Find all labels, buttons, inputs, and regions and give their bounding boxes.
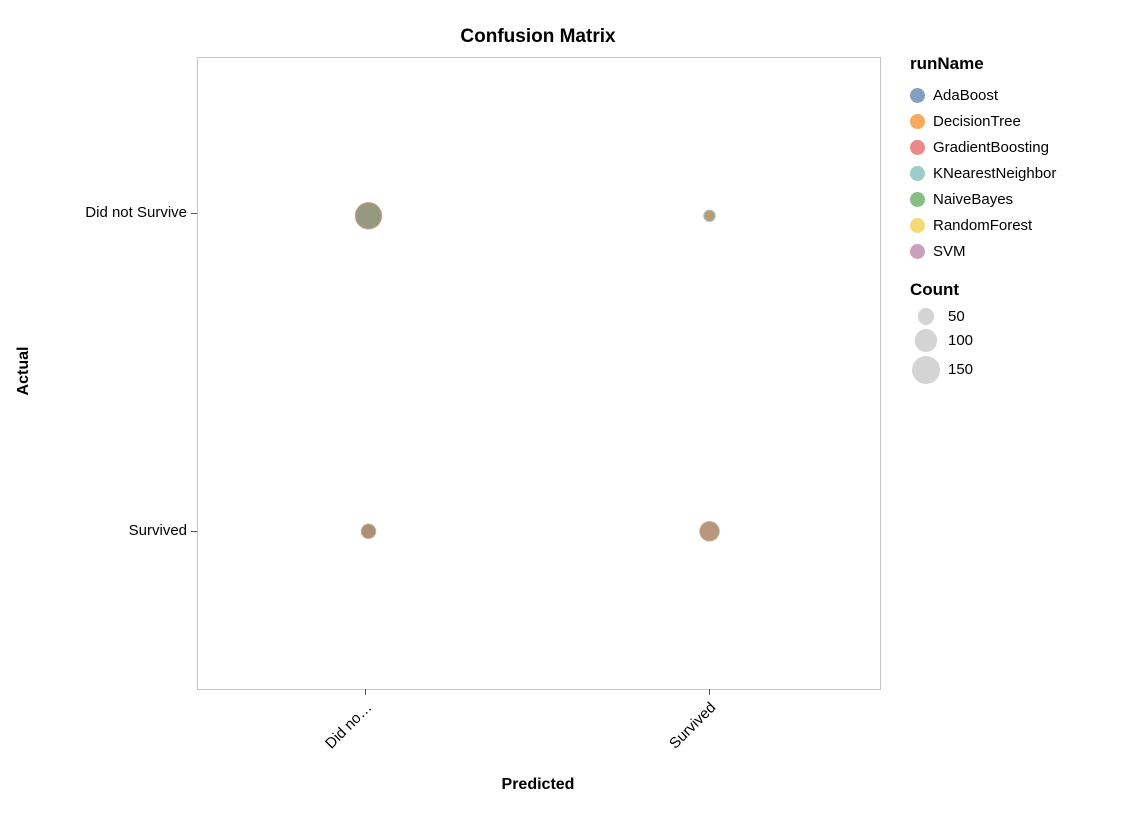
x-tick-mark-did-not-survive	[365, 689, 366, 695]
bubble-RandomForest	[361, 524, 376, 539]
count-item-label: 50	[948, 308, 965, 325]
legend-swatch-icon	[910, 243, 925, 259]
legend-item-SVM: SVM	[910, 238, 1132, 264]
y-tick-mark-survived	[191, 531, 197, 532]
x-axis-title: Predicted	[501, 776, 575, 793]
legend: runName AdaBoost DecisionTree GradientBoos…	[910, 54, 1132, 388]
bubble-plot-svg	[354, 201, 720, 542]
chart-title: Confusion Matrix	[460, 26, 616, 47]
bubble-NaiveBayes	[356, 203, 381, 229]
legend-swatch-icon	[910, 191, 925, 207]
count-swatch-icon	[917, 308, 935, 325]
bubble-KNearestNeighbor	[360, 523, 377, 539]
count-swatch-wrap	[910, 329, 942, 352]
legend-item-DecisionTree: DecisionTree	[910, 108, 1132, 134]
count-legend-item-100: 100	[910, 329, 1132, 352]
legend-item-RandomForest: RandomForest	[910, 212, 1132, 238]
bubble-DecisionTree	[706, 212, 713, 220]
bubble-SVM	[360, 523, 377, 540]
legend-item-label: AdaBoost	[933, 86, 999, 104]
legend-item-label: GradientBoosting	[933, 138, 1049, 156]
legend-item-KNearestNeighbor: KNearestNeighbor	[910, 160, 1132, 186]
count-swatch-wrap	[910, 355, 942, 384]
legend-item-NaiveBayes: NaiveBayes	[910, 186, 1132, 212]
legend-item-label: RandomForest	[933, 216, 1033, 234]
x-tick-mark-survived	[709, 689, 710, 695]
y-tick-mark-did-not-survive	[191, 213, 197, 214]
count-legend-item-50: 50	[910, 308, 1132, 325]
bubble-DecisionTree	[354, 201, 383, 230]
bubble-AdaBoost	[354, 202, 383, 230]
bubble-RandomForest	[354, 202, 383, 230]
legend-swatch-icon	[910, 217, 925, 233]
legend-count-items: 50 100 150	[910, 308, 1132, 384]
bubble-GradientBoosting	[355, 202, 382, 230]
legend-item-label: DecisionTree	[933, 112, 1021, 130]
bubble-RandomForest	[705, 211, 714, 220]
bubble-AdaBoost	[361, 524, 376, 539]
legend-runname-title: runName	[910, 54, 984, 73]
bubble-GradientBoosting	[361, 524, 376, 538]
bubble-NaiveBayes	[703, 209, 716, 222]
x-tick-label-did-not-survive: Did no…	[321, 699, 376, 753]
bubble-SVM	[700, 522, 719, 541]
y-axis-title: Actual	[15, 346, 32, 396]
bubble-DecisionTree	[700, 522, 719, 541]
legend-count-title: Count	[910, 280, 960, 299]
bubble-RandomForest	[699, 521, 720, 542]
bubble-GradientBoosting	[699, 521, 720, 542]
count-item-label: 150	[948, 361, 974, 379]
bubble-AdaBoost	[704, 211, 715, 221]
count-item-label: 100	[948, 331, 974, 349]
count-swatch-icon	[912, 355, 940, 384]
bubble-SVM	[355, 202, 382, 229]
y-tick-label-survived: Survived	[128, 522, 187, 539]
plot-area	[197, 57, 881, 690]
count-swatch-icon	[914, 329, 938, 352]
legend-swatch-icon	[910, 165, 925, 181]
bubble-KNearestNeighbor	[703, 209, 716, 222]
legend-item-AdaBoost: AdaBoost	[910, 82, 1132, 108]
bubble-NaiveBayes	[699, 520, 720, 542]
bubble-GradientBoosting	[704, 210, 715, 221]
count-legend-item-150: 150	[910, 355, 1132, 384]
legend-swatch-icon	[910, 139, 925, 155]
bubble-DecisionTree	[360, 523, 377, 540]
bubble-AdaBoost	[699, 521, 720, 542]
bubble-NaiveBayes	[361, 524, 376, 539]
count-swatch-wrap	[910, 308, 942, 325]
bubble-SVM	[703, 209, 716, 223]
x-tick-label-survived: Survived	[665, 699, 720, 753]
legend-item-label: SVM	[933, 242, 966, 260]
legend-item-label: NaiveBayes	[933, 190, 1014, 208]
legend-item-label: KNearestNeighbor	[933, 164, 1057, 182]
legend-swatch-icon	[910, 87, 925, 103]
y-tick-label-did-not-survive: Did not Survive	[85, 204, 187, 221]
bubble-KNearestNeighbor	[355, 202, 382, 229]
legend-swatch-icon	[910, 113, 925, 129]
legend-runname-items: AdaBoost DecisionTree GradientBoosting KNea…	[910, 82, 1132, 264]
bubble-KNearestNeighbor	[700, 522, 719, 541]
legend-item-GradientBoosting: GradientBoosting	[910, 134, 1132, 160]
